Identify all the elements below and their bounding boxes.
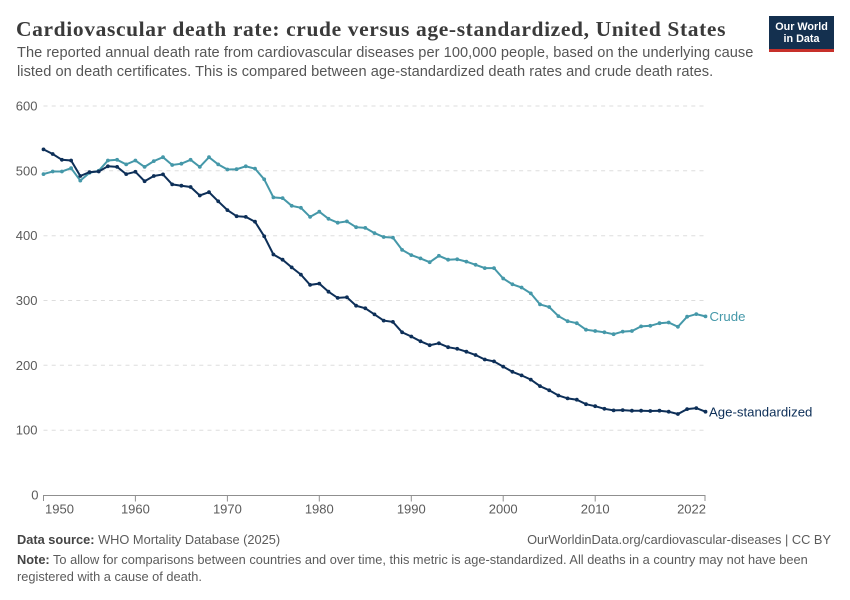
- svg-text:1960: 1960: [121, 502, 150, 517]
- svg-text:1970: 1970: [213, 502, 242, 517]
- svg-text:2010: 2010: [581, 502, 610, 517]
- svg-text:0: 0: [31, 488, 38, 503]
- svg-text:Crude: Crude: [710, 309, 746, 324]
- svg-text:1950: 1950: [45, 502, 74, 517]
- svg-text:1980: 1980: [305, 502, 334, 517]
- svg-text:2022: 2022: [677, 502, 706, 517]
- svg-text:1990: 1990: [397, 502, 426, 517]
- svg-text:600: 600: [16, 99, 38, 114]
- svg-text:200: 200: [16, 358, 38, 373]
- svg-text:100: 100: [16, 423, 38, 438]
- svg-text:300: 300: [16, 293, 38, 308]
- svg-text:500: 500: [16, 163, 38, 178]
- svg-text:2000: 2000: [489, 502, 518, 517]
- svg-text:Age-standardized: Age-standardized: [709, 405, 812, 420]
- svg-text:400: 400: [16, 228, 38, 243]
